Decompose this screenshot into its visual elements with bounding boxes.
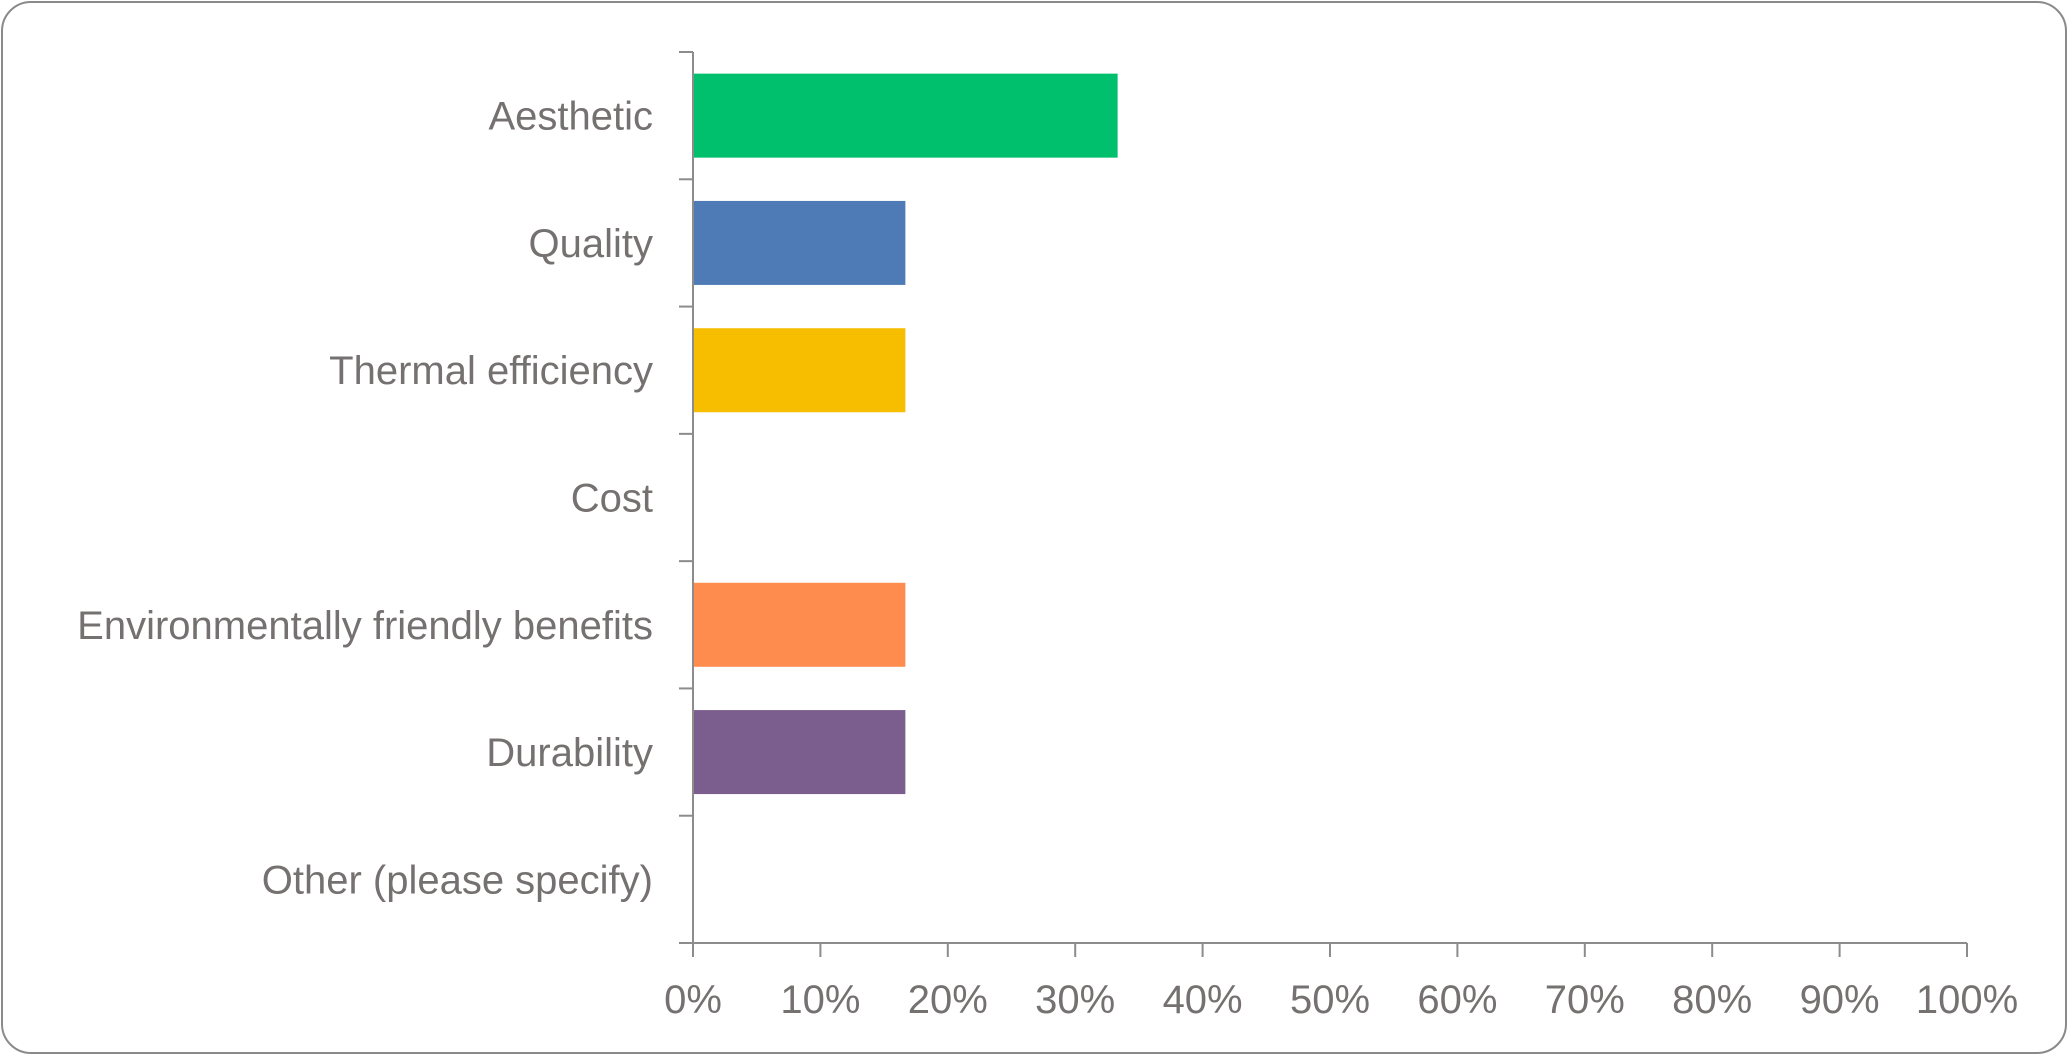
bar-thermal-efficiency bbox=[693, 328, 906, 413]
category-label: Quality bbox=[529, 222, 654, 266]
x-tick-labels: 0% 10% 20% 30% 40% 50% 60% 70% 80% 90% 100% bbox=[664, 978, 2018, 1022]
x-tick-label: 30% bbox=[1035, 978, 1115, 1022]
x-tick-label: 0% bbox=[664, 978, 722, 1022]
x-tick-label: 40% bbox=[1163, 978, 1243, 1022]
category-label: Thermal efficiency bbox=[329, 349, 653, 393]
x-tick-label: 50% bbox=[1290, 978, 1370, 1022]
bar-chart: Aesthetic Quality Thermal efficiency Cost En… bbox=[77, 51, 2018, 1022]
category-label: Durability bbox=[486, 731, 653, 775]
x-tick-label: 100% bbox=[1916, 978, 2018, 1022]
bar-durability bbox=[693, 710, 906, 795]
bar-aesthetic bbox=[693, 73, 1118, 158]
category-label: Environmentally friendly benefits bbox=[77, 604, 653, 648]
category-label: Other (please specify) bbox=[262, 858, 653, 902]
bar-environmentally-friendly-benefits bbox=[693, 582, 906, 667]
bars bbox=[693, 73, 1118, 795]
x-tick-label: 60% bbox=[1417, 978, 1497, 1022]
y-axis-ticks bbox=[679, 51, 693, 944]
x-tick-label: 70% bbox=[1545, 978, 1625, 1022]
x-tick-label: 20% bbox=[908, 978, 988, 1022]
x-tick-label: 90% bbox=[1800, 978, 1880, 1022]
x-tick-label: 80% bbox=[1672, 978, 1752, 1022]
bar-quality bbox=[693, 200, 906, 285]
axes bbox=[692, 52, 1967, 944]
x-tick-label: 10% bbox=[780, 978, 860, 1022]
category-labels: Aesthetic Quality Thermal efficiency Cost En… bbox=[77, 95, 653, 903]
x-axis-ticks bbox=[692, 943, 1968, 957]
category-label: Aesthetic bbox=[488, 95, 653, 139]
category-label: Cost bbox=[571, 477, 653, 521]
